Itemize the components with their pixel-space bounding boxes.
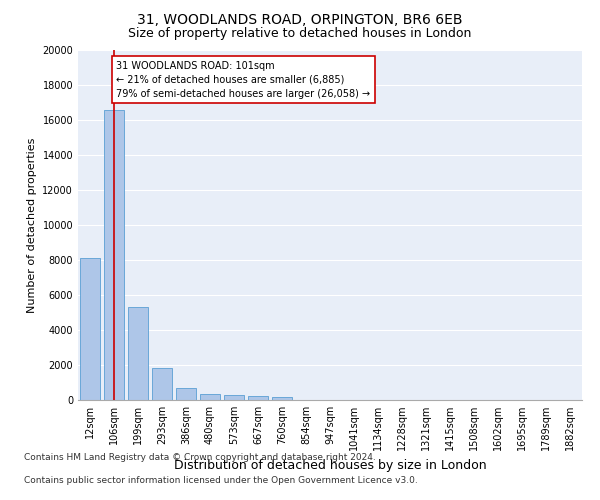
Bar: [152, 368, 172, 400]
Text: Contains HM Land Registry data © Crown copyright and database right 2024.: Contains HM Land Registry data © Crown c…: [24, 454, 376, 462]
Text: 31, WOODLANDS ROAD, ORPINGTON, BR6 6EB: 31, WOODLANDS ROAD, ORPINGTON, BR6 6EB: [137, 12, 463, 26]
Bar: [104, 110, 124, 400]
Bar: [272, 396, 292, 400]
Bar: [224, 396, 244, 400]
Bar: [80, 258, 100, 400]
Bar: [200, 394, 220, 400]
Text: 31 WOODLANDS ROAD: 101sqm
← 21% of detached houses are smaller (6,885)
79% of se: 31 WOODLANDS ROAD: 101sqm ← 21% of detac…: [116, 60, 371, 98]
Bar: [176, 388, 196, 400]
Y-axis label: Number of detached properties: Number of detached properties: [27, 138, 37, 312]
Text: Contains public sector information licensed under the Open Government Licence v3: Contains public sector information licen…: [24, 476, 418, 485]
Text: Size of property relative to detached houses in London: Size of property relative to detached ho…: [128, 28, 472, 40]
X-axis label: Distribution of detached houses by size in London: Distribution of detached houses by size …: [173, 458, 487, 471]
Bar: [248, 396, 268, 400]
Bar: [128, 307, 148, 400]
